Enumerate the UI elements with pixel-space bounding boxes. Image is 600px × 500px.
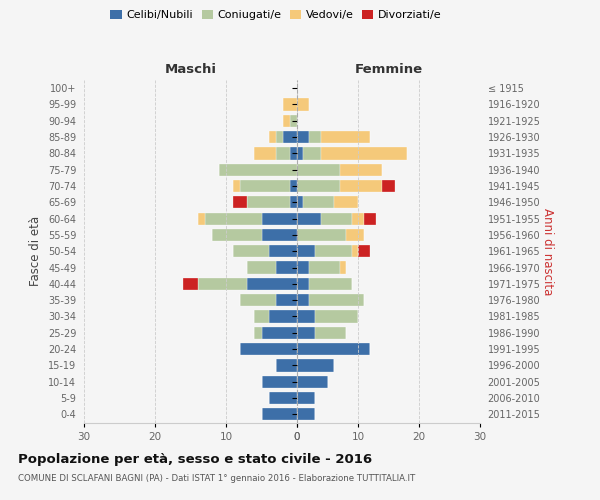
Bar xyxy=(297,245,316,258)
Bar xyxy=(322,212,352,224)
Bar xyxy=(297,376,328,388)
Bar xyxy=(269,310,297,322)
Bar xyxy=(297,196,303,208)
Bar xyxy=(269,392,297,404)
Bar xyxy=(233,180,240,192)
Bar xyxy=(262,376,297,388)
Bar xyxy=(309,278,352,290)
Bar xyxy=(297,360,334,372)
Bar xyxy=(297,408,316,420)
Text: COMUNE DI SCLAFANI BAGNI (PA) - Dati ISTAT 1° gennaio 2016 - Elaborazione TUTTIT: COMUNE DI SCLAFANI BAGNI (PA) - Dati IST… xyxy=(18,474,415,483)
Bar xyxy=(262,229,297,241)
Bar xyxy=(269,131,276,143)
Bar xyxy=(212,229,262,241)
Bar xyxy=(184,278,197,290)
Bar xyxy=(276,262,297,274)
Bar xyxy=(262,326,297,339)
Bar xyxy=(283,114,290,127)
Bar xyxy=(290,114,297,127)
Bar xyxy=(364,212,376,224)
Bar xyxy=(290,196,297,208)
Bar xyxy=(297,310,316,322)
Bar xyxy=(340,262,346,274)
Bar xyxy=(297,294,309,306)
Bar xyxy=(262,212,297,224)
Bar xyxy=(340,164,382,176)
Bar xyxy=(316,245,352,258)
Bar xyxy=(322,131,370,143)
Bar xyxy=(290,180,297,192)
Bar xyxy=(297,262,309,274)
Bar xyxy=(352,212,364,224)
Bar xyxy=(297,164,340,176)
Bar xyxy=(303,196,334,208)
Bar xyxy=(297,212,322,224)
Bar xyxy=(303,148,322,160)
Bar xyxy=(233,245,269,258)
Bar xyxy=(254,310,269,322)
Bar xyxy=(276,131,283,143)
Bar xyxy=(297,326,316,339)
Bar xyxy=(297,131,309,143)
Bar xyxy=(382,180,395,192)
Bar xyxy=(316,310,358,322)
Title: Maschi: Maschi xyxy=(164,63,217,76)
Bar xyxy=(240,180,290,192)
Bar xyxy=(276,294,297,306)
Bar xyxy=(219,164,297,176)
Bar xyxy=(197,278,247,290)
Bar xyxy=(240,343,297,355)
Bar xyxy=(346,229,364,241)
Bar xyxy=(297,278,309,290)
Bar xyxy=(290,148,297,160)
Y-axis label: Anni di nascita: Anni di nascita xyxy=(541,208,554,295)
Y-axis label: Fasce di età: Fasce di età xyxy=(29,216,43,286)
Bar xyxy=(254,148,276,160)
Bar xyxy=(247,262,276,274)
Bar xyxy=(276,360,297,372)
Bar xyxy=(269,245,297,258)
Bar xyxy=(358,245,370,258)
Bar xyxy=(352,245,358,258)
Bar xyxy=(340,180,382,192)
Bar xyxy=(283,98,297,110)
Bar xyxy=(309,131,322,143)
Bar xyxy=(240,294,276,306)
Bar xyxy=(322,148,407,160)
Bar xyxy=(297,98,309,110)
Bar xyxy=(297,229,346,241)
Bar xyxy=(316,326,346,339)
Bar xyxy=(297,392,316,404)
Title: Femmine: Femmine xyxy=(355,63,422,76)
Bar xyxy=(254,326,262,339)
Bar xyxy=(297,343,370,355)
Bar xyxy=(309,262,340,274)
Bar xyxy=(297,148,303,160)
Bar xyxy=(276,148,290,160)
Bar xyxy=(205,212,262,224)
Legend: Celibi/Nubili, Coniugati/e, Vedovi/e, Divorziati/e: Celibi/Nubili, Coniugati/e, Vedovi/e, Di… xyxy=(106,6,446,25)
Bar xyxy=(297,180,340,192)
Bar xyxy=(233,196,247,208)
Bar xyxy=(262,408,297,420)
Bar xyxy=(247,196,290,208)
Bar xyxy=(197,212,205,224)
Bar xyxy=(309,294,364,306)
Bar xyxy=(334,196,358,208)
Text: Popolazione per età, sesso e stato civile - 2016: Popolazione per età, sesso e stato civil… xyxy=(18,452,372,466)
Bar xyxy=(247,278,297,290)
Bar xyxy=(283,131,297,143)
